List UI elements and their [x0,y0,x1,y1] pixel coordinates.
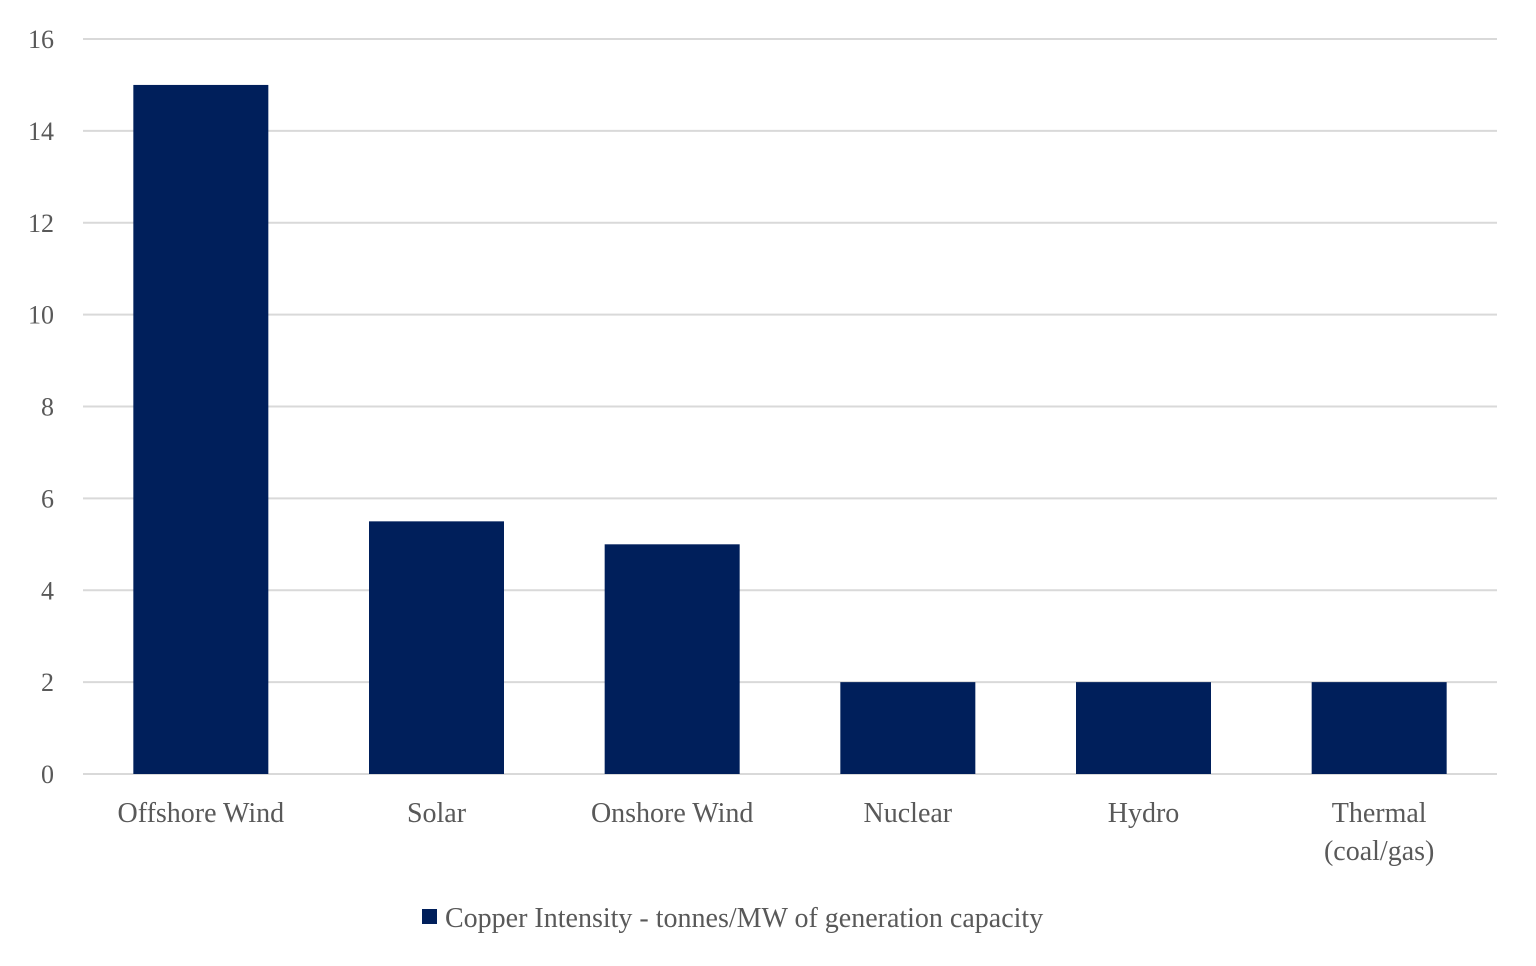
y-tick-label: 8 [41,393,54,422]
y-tick-label: 16 [28,25,54,54]
y-tick-label: 12 [28,209,54,238]
x-category-label: (coal/gas) [1324,836,1434,867]
x-category-label: Hydro [1108,798,1180,829]
y-tick-label: 0 [41,760,54,789]
legend: Copper Intensity - tonnes/MW of generati… [422,903,1043,934]
y-tick-label: 4 [41,576,54,605]
y-tick-label: 2 [41,668,54,697]
bar [604,544,740,774]
x-axis-labels: Offshore Wind Solar Onshore Wind Nuclear Hyd… [118,798,1435,867]
bar [1076,682,1211,774]
legend-label: Copper Intensity - tonnes/MW of generati… [445,903,1043,934]
bar [133,84,269,774]
y-tick-label: 6 [41,484,54,513]
legend-swatch [422,909,437,924]
y-axis-ticks: 0 2 4 6 8 10 12 14 16 [28,25,54,789]
bars [133,84,1447,774]
x-category-label: Nuclear [864,798,953,829]
y-tick-label: 14 [28,117,54,146]
bar [840,682,976,774]
x-category-label: Thermal [1332,798,1427,829]
y-tick-label: 10 [28,301,54,330]
x-category-label: Solar [407,798,467,829]
x-category-label: Onshore Wind [591,798,753,829]
bar [369,521,504,774]
bar [1311,682,1447,774]
x-category-label: Offshore Wind [118,798,285,829]
gridlines [83,38,1497,775]
